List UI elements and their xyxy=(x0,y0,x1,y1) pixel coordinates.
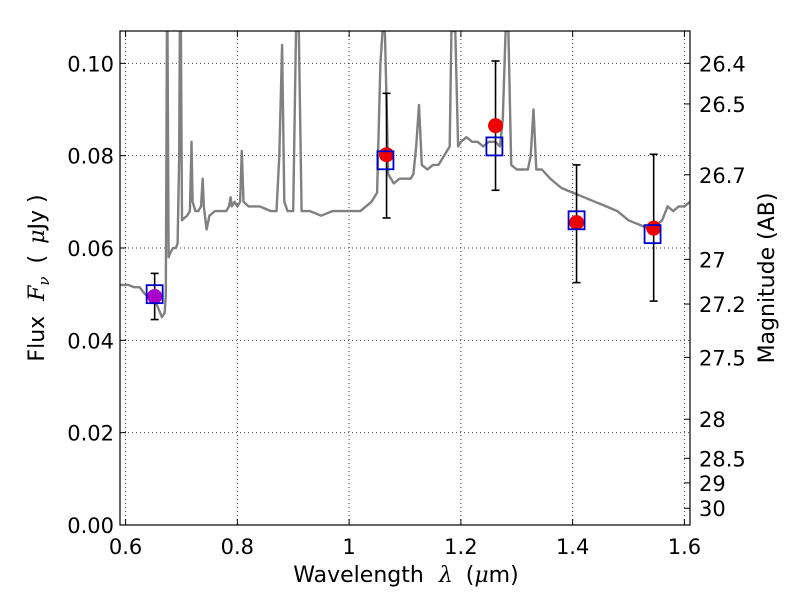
model-square xyxy=(643,224,662,245)
y2-tick-label: 28 xyxy=(699,408,726,432)
observed-point xyxy=(646,220,662,236)
x-tick-label: 0.6 xyxy=(109,535,142,559)
observed-point xyxy=(147,288,163,304)
y2-tick-label: 26.5 xyxy=(699,93,746,117)
x-tick-label: 1.6 xyxy=(668,535,701,559)
observed-point xyxy=(488,118,504,134)
y2-tick-label: 27 xyxy=(699,248,726,272)
y2-axis-label: Magnitude (AB) xyxy=(755,193,780,364)
observed-point xyxy=(379,147,395,163)
y2-tick-label: 27.5 xyxy=(699,346,746,370)
axis-ticks: 0.6 0.8 1 1.2 1.4 1.6 0.00 0.02 0.04 0.06 0.08 0.10… xyxy=(67,31,746,559)
y-tick-label: 0.00 xyxy=(67,514,114,538)
y2-tick-label: 26.7 xyxy=(699,164,746,188)
y-tick-label: 0.08 xyxy=(67,145,114,169)
model-square xyxy=(145,284,164,305)
spectrum-line xyxy=(120,31,690,319)
y-tick-label: 0.02 xyxy=(67,422,114,446)
grid-lines xyxy=(120,31,690,525)
y-axis-label: Flux Fν ( μJy ) xyxy=(25,194,55,361)
observed-point xyxy=(569,215,585,231)
y2-tick-label: 30 xyxy=(699,497,726,521)
x-tick-label: 1.2 xyxy=(444,535,477,559)
y-tick-label: 0.10 xyxy=(67,52,114,76)
x-axis-label: Wavelength λ (μm) xyxy=(293,563,518,588)
y-tick-label: 0.04 xyxy=(67,329,114,353)
y2-tick-label: 27.2 xyxy=(699,293,746,317)
x-tick-label: 0.8 xyxy=(221,535,254,559)
model-square xyxy=(485,136,504,157)
x-tick-label: 1 xyxy=(342,535,355,559)
x-tick-label: 1.4 xyxy=(556,535,589,559)
y2-tick-label: 29 xyxy=(699,472,726,496)
model-square xyxy=(567,210,586,231)
y2-tick-label: 28.5 xyxy=(699,447,746,471)
model-square xyxy=(376,150,395,171)
y-tick-label: 0.06 xyxy=(67,237,114,261)
plot-area xyxy=(120,31,690,321)
plot-frame xyxy=(119,30,691,526)
y2-tick-label: 26.4 xyxy=(699,52,746,76)
